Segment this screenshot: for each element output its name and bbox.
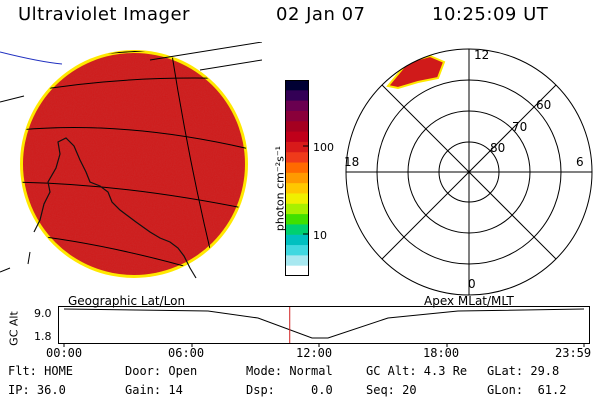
glat-status: GLat: 29.8 [487, 364, 560, 378]
colorbar-tick-label: 100 [313, 141, 334, 154]
gain-status: Gain: 14 [125, 383, 183, 397]
time-label: 10:25:09 UT [432, 4, 549, 25]
colorbar-cell [285, 162, 309, 174]
colorbar-cell [285, 131, 309, 143]
colorbar-frame [285, 80, 309, 276]
polar-ring-label: 70 [512, 120, 528, 134]
glon-status: GLon: 61.2 [487, 383, 567, 397]
colorbar-cell [285, 172, 309, 184]
polar-grid [345, 48, 593, 296]
timeline-y-tick: 1.8 [34, 330, 52, 343]
colorbar-cell [285, 121, 309, 133]
polar-ring-label: 60 [536, 98, 552, 112]
colorbar-cell [285, 110, 309, 122]
colorbar-cell [285, 224, 309, 236]
timeline-plot [58, 306, 590, 347]
timeline-x-tick: 06:00 [168, 346, 205, 360]
colorbar-cell [285, 245, 309, 256]
colorbar-tick-label: 10 [313, 229, 327, 242]
colorbar-cell [285, 234, 309, 246]
seq-status: Seq: 20 [366, 383, 417, 397]
altitude-trace [63, 308, 585, 339]
geographic-caption: Geographic Lat/Lon [68, 294, 186, 308]
timeline-x-ticks [63, 343, 585, 347]
gc-alt-status: GC Alt: 4.3 Re [366, 364, 468, 378]
polar-label-left: 18 [344, 155, 360, 169]
disk-texture [23, 53, 245, 275]
outside-grid [0, 42, 262, 273]
ip-status: IP: 36.0 [8, 383, 66, 397]
colorbar-cell [285, 90, 309, 102]
timeline-x-tick: 12:00 [296, 346, 333, 360]
colorbar-cell [285, 100, 309, 112]
polar-ring-label: 80 [490, 141, 506, 155]
timeline-x-tick: 00:00 [46, 346, 83, 360]
geographic-image [0, 42, 262, 279]
dsp-status: Dsp: 0.0 [246, 383, 333, 397]
polar-plot [345, 48, 593, 296]
timeline-axis-title: GC Alt [7, 311, 21, 346]
colorbar-cell [285, 141, 309, 153]
instrument-title: Ultraviolet Imager [18, 4, 190, 25]
colorbar-cell [285, 183, 309, 195]
colorbar-cell [285, 80, 309, 91]
colorbar-cell [285, 203, 309, 215]
coastline [33, 137, 197, 279]
date-label: 02 Jan 07 [276, 4, 366, 25]
colorbar-cell [285, 214, 309, 226]
timeline-x-tick: 18:00 [423, 346, 460, 360]
timeline-x-tick: 23:59 [555, 346, 592, 360]
colorbar-gradient [285, 80, 309, 276]
colorbar-unit-label: photon cm⁻²s⁻¹ [273, 145, 287, 232]
colorbar-cell [285, 255, 309, 267]
colorbar [285, 80, 309, 276]
polar-label-bottom: 0 [468, 277, 476, 291]
polar-label-top: 12 [474, 48, 490, 62]
colorbar-cell [285, 152, 309, 164]
flight-status: Flt: HOME [8, 364, 74, 378]
timeline-frame [58, 306, 590, 344]
colorbar-cell [285, 193, 309, 205]
colorbar-cell [285, 265, 309, 276]
mode-status: Mode: Normal [246, 364, 333, 378]
polar-label-right: 6 [576, 155, 584, 169]
apex-caption: Apex MLat/MLT [424, 294, 514, 308]
timeline-y-tick: 9.0 [34, 307, 52, 320]
door-status: Door: Open [125, 364, 198, 378]
